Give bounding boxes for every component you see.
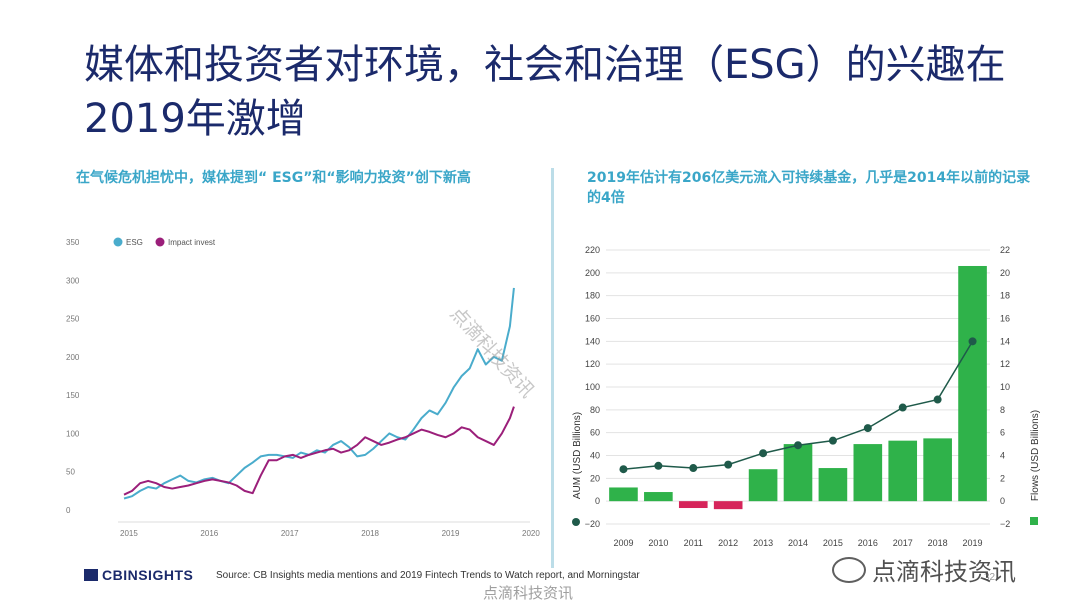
right-y-tick-label: 20	[1000, 268, 1010, 278]
left-y-tick-label: 60	[590, 428, 600, 438]
aum-point	[724, 460, 733, 469]
y-tick-label: 250	[66, 315, 80, 324]
aum-point	[689, 464, 698, 473]
y-tick-label: 350	[66, 238, 80, 247]
right-y-tick-label: 0	[1000, 496, 1005, 506]
flow-bar	[923, 438, 952, 502]
flow-bar	[888, 440, 918, 502]
left-chart-subtitle: 在气候危机担忧中，媒体提到“ ESG”和“影响力投资”创下新高	[76, 170, 471, 186]
right-y-tick-label: 6	[1000, 428, 1005, 438]
y-tick-label: 200	[66, 353, 80, 362]
right-y-tick-label: 16	[1000, 314, 1010, 324]
flow-bar	[644, 492, 673, 502]
x-tick-label: 2010	[648, 538, 668, 548]
left-axis-legend-marker	[572, 518, 580, 526]
legend-marker	[113, 237, 123, 247]
y-tick-label: 50	[66, 468, 75, 477]
x-tick-label: 2018	[928, 538, 948, 548]
x-tick-label: 2013	[753, 538, 773, 548]
x-tick-label: 2018	[361, 529, 379, 538]
right-y-tick-label: 12	[1000, 359, 1010, 369]
source-note: Source: CB Insights media mentions and 2…	[216, 570, 640, 581]
x-tick-label: 2020	[522, 529, 540, 538]
wechat-icon	[832, 557, 866, 583]
flow-bar	[818, 468, 848, 502]
right-axis-legend-marker	[1030, 517, 1038, 525]
x-tick-label: 2017	[893, 538, 913, 548]
left-y-tick-label: 100	[585, 382, 600, 392]
left-y-tick-label: 120	[585, 359, 600, 369]
panel-divider	[551, 168, 554, 568]
x-tick-label: 2009	[613, 538, 633, 548]
x-tick-label: 2011	[684, 538, 703, 548]
right-y-tick-label: −2	[1000, 519, 1010, 529]
bottom-watermark: 点滴科技资讯	[483, 584, 574, 602]
right-y-tick-label: 4	[1000, 451, 1005, 461]
aum-point	[863, 424, 872, 433]
y-tick-label: 150	[66, 391, 80, 400]
aum-point	[968, 337, 977, 346]
page-number: 32	[984, 572, 996, 583]
left-y-tick-label: 80	[590, 405, 600, 415]
cb-logo-mark	[84, 569, 98, 581]
x-tick-label: 2019	[442, 529, 460, 538]
y-tick-label: 100	[66, 429, 80, 438]
brand-watermark: 点滴科技资讯	[832, 552, 1016, 587]
x-tick-label: 2019	[963, 538, 983, 548]
aum-point	[933, 395, 942, 404]
flow-bar	[958, 265, 987, 502]
media-mentions-chart: 0 50 100 150 200 250 300 350 2015 2016 2017 2018 201…	[66, 237, 540, 538]
legend-label: Impact invest	[168, 238, 216, 247]
right-axis-title: Flows (USD Billions)	[1030, 410, 1041, 501]
aum-point	[759, 449, 768, 458]
left-y-tick-label: 20	[590, 473, 600, 483]
x-tick-label: 2015	[823, 538, 843, 548]
left-y-tick-label: 0	[595, 496, 600, 506]
left-y-tick-label: 140	[585, 336, 600, 346]
legend-marker	[155, 237, 165, 247]
aum-point	[619, 465, 628, 474]
right-y-tick-label: 2	[1000, 473, 1005, 483]
left-y-tick-label: 180	[585, 291, 600, 301]
left-y-tick-label: 220	[585, 245, 600, 255]
aum-point	[828, 436, 837, 445]
aum-point	[898, 403, 907, 412]
flow-bar	[713, 501, 743, 510]
left-y-tick-label: −20	[585, 519, 600, 529]
x-tick-label: 2016	[858, 538, 878, 548]
flow-bar	[748, 469, 778, 502]
left-y-tick-label: 200	[585, 268, 600, 278]
right-y-tick-label: 10	[1000, 382, 1010, 392]
sustainable-fund-flows-chart: −20020406080100120140160180200220−202468…	[572, 245, 1041, 548]
aum-point	[794, 441, 802, 450]
flow-bar	[783, 444, 813, 502]
left-y-tick-label: 40	[590, 451, 600, 461]
impact-invest-series-line	[123, 406, 515, 496]
right-y-tick-label: 18	[1000, 291, 1010, 301]
right-y-tick-label: 22	[1000, 245, 1010, 255]
right-chart-subtitle: 2019年估计有206亿美元流入可持续基金，几乎是2014年以前的记录的4倍	[587, 170, 1031, 206]
legend-label: ESG	[126, 238, 143, 247]
x-tick-label: 2012	[718, 538, 738, 548]
left-axis-title: AUM (USD Billions)	[572, 412, 583, 499]
flow-bar	[678, 501, 708, 509]
y-tick-label: 300	[66, 276, 80, 285]
x-tick-label: 2014	[788, 538, 808, 548]
flow-bar	[609, 487, 638, 502]
right-y-tick-label: 14	[1000, 336, 1010, 346]
y-tick-label: 0	[66, 506, 71, 515]
cb-insights-logo: CBINSIGHTS	[84, 567, 193, 583]
x-tick-label: 2015	[120, 529, 138, 538]
flow-bar	[853, 444, 883, 502]
x-tick-label: 2016	[200, 529, 218, 538]
right-y-tick-label: 8	[1000, 405, 1005, 415]
x-tick-label: 2017	[281, 529, 299, 538]
aum-point	[654, 461, 663, 470]
left-y-tick-label: 160	[585, 314, 600, 324]
slide-title: 媒体和投资者对环境，社会和治理（ESG）的兴趣在2019年激增	[84, 42, 1006, 142]
